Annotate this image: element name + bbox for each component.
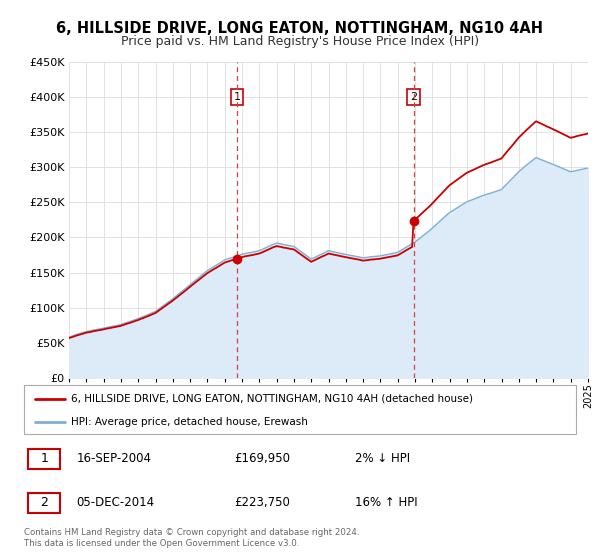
Text: This data is licensed under the Open Government Licence v3.0.: This data is licensed under the Open Gov…: [24, 539, 299, 548]
Text: Price paid vs. HM Land Registry's House Price Index (HPI): Price paid vs. HM Land Registry's House …: [121, 35, 479, 48]
Text: 1: 1: [233, 92, 241, 102]
Text: 6, HILLSIDE DRIVE, LONG EATON, NOTTINGHAM, NG10 4AH (detached house): 6, HILLSIDE DRIVE, LONG EATON, NOTTINGHA…: [71, 394, 473, 404]
Text: 16% ↑ HPI: 16% ↑ HPI: [355, 496, 418, 510]
Text: 05-DEC-2014: 05-DEC-2014: [76, 496, 155, 510]
Text: HPI: Average price, detached house, Erewash: HPI: Average price, detached house, Erew…: [71, 417, 308, 427]
Bar: [28, 449, 61, 469]
Text: Contains HM Land Registry data © Crown copyright and database right 2024.: Contains HM Land Registry data © Crown c…: [24, 528, 359, 536]
Bar: [28, 493, 61, 513]
Text: 16-SEP-2004: 16-SEP-2004: [76, 452, 151, 465]
Text: 2% ↓ HPI: 2% ↓ HPI: [355, 452, 410, 465]
Text: £223,750: £223,750: [234, 496, 290, 510]
Text: 1: 1: [40, 452, 49, 465]
Text: 6, HILLSIDE DRIVE, LONG EATON, NOTTINGHAM, NG10 4AH: 6, HILLSIDE DRIVE, LONG EATON, NOTTINGHA…: [56, 21, 544, 36]
Text: £169,950: £169,950: [234, 452, 290, 465]
Text: 2: 2: [410, 92, 417, 102]
Text: 2: 2: [40, 496, 49, 510]
